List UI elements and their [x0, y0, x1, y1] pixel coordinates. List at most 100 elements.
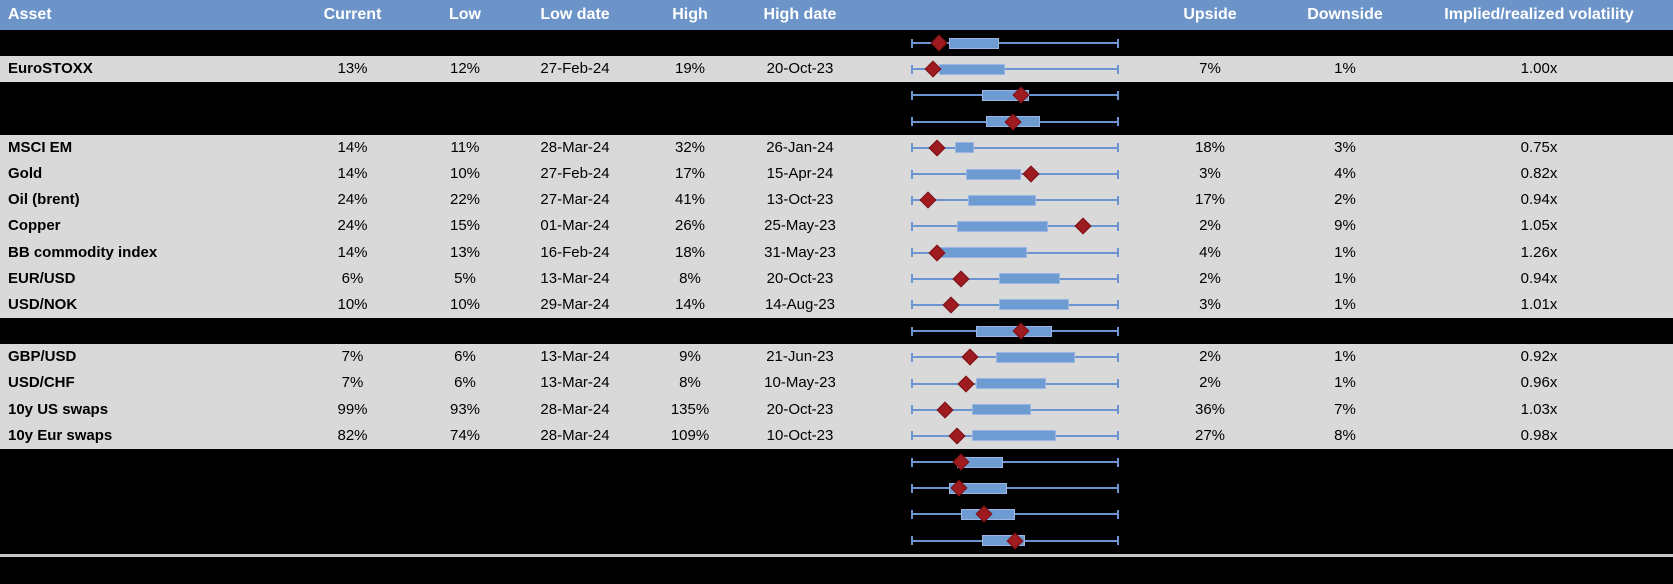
- whisker-cap-right: [1117, 536, 1119, 546]
- low-cell: [415, 528, 515, 554]
- range-chart-cell: [855, 475, 1135, 501]
- current-cell: 7%: [341, 348, 364, 366]
- hidden-row: [0, 475, 1673, 502]
- range-box: [949, 37, 999, 49]
- range-chart-cell: [855, 344, 1135, 370]
- downside-cell: [1285, 109, 1405, 135]
- upside-cell: 17%: [1194, 191, 1226, 209]
- whisker-cap-right: [1117, 431, 1119, 441]
- upside-cell: 2%: [1199, 217, 1221, 235]
- low-date-cell: [515, 475, 635, 501]
- header-implied-realized-volatility: Implied/realized volatility: [1444, 6, 1634, 23]
- current-cell: [290, 109, 415, 135]
- asset-cell: [0, 30, 290, 56]
- asset-cell: [0, 475, 290, 501]
- range-plot: [911, 56, 1119, 82]
- asset-cell: GBP/USD: [8, 348, 77, 366]
- low-cell: [415, 449, 515, 475]
- low-date-cell: [515, 82, 635, 108]
- current-cell: [290, 501, 415, 527]
- range-plot: [911, 397, 1119, 423]
- whisker-cap-left: [911, 457, 913, 467]
- range-plot: [911, 528, 1119, 554]
- downside-cell: [1285, 475, 1405, 501]
- high-cell: 14%: [674, 295, 706, 313]
- range-whisker: [912, 42, 1118, 45]
- range-chart-cell: [855, 161, 1135, 187]
- low-date-cell: [515, 449, 635, 475]
- asset-cell: [0, 109, 290, 135]
- whisker-cap-left: [911, 64, 913, 74]
- whisker-cap-left: [911, 143, 913, 153]
- range-plot: [911, 213, 1119, 239]
- asset-cell: Copper: [8, 217, 61, 235]
- implied-realized-cell: 1.05x: [1520, 217, 1558, 235]
- separator-line: [0, 553, 1673, 557]
- range-box: [998, 299, 1069, 311]
- header-current: Current: [323, 6, 382, 23]
- range-box: [996, 351, 1075, 363]
- current-marker-diamond: [1074, 217, 1092, 235]
- high-date-cell: 25-May-23: [764, 217, 836, 235]
- asset-cell: MSCI EM: [8, 138, 73, 156]
- whisker-cap-right: [1117, 352, 1119, 362]
- low-date-cell: 13-Mar-24: [540, 348, 610, 366]
- hidden-row: [0, 501, 1673, 528]
- upside-cell: [1135, 449, 1285, 475]
- high-cell: 8%: [679, 374, 701, 392]
- high-cell: [635, 30, 745, 56]
- upside-cell: 2%: [1199, 374, 1221, 392]
- range-box: [955, 142, 974, 154]
- high-date-cell: 14-Aug-23: [764, 295, 836, 313]
- whisker-cap-left: [911, 274, 913, 284]
- high-cell: [635, 109, 745, 135]
- low-cell: 10%: [449, 295, 481, 313]
- table-row: USD/CHF 7% 6% 13-Mar-24 8% 10-May-23 2% 1% 0.96x: [0, 370, 1673, 397]
- table-row: GBP/USD 7% 6% 13-Mar-24 9% 21-Jun-23 2% 1% 0.92x: [0, 344, 1673, 371]
- whisker-cap-left: [911, 248, 913, 258]
- range-plot: [911, 266, 1119, 292]
- header-low-date: Low date: [540, 6, 610, 23]
- whisker-cap-left: [911, 195, 913, 205]
- whisker-cap-right: [1117, 326, 1119, 336]
- low-cell: [415, 30, 515, 56]
- whisker-cap-left: [911, 300, 913, 310]
- range-chart-cell: [855, 56, 1135, 82]
- upside-cell: [1135, 30, 1285, 56]
- downside-cell: 7%: [1334, 400, 1356, 418]
- low-date-cell: 13-Mar-24: [540, 269, 610, 287]
- asset-cell: [0, 318, 290, 344]
- implied-realized-cell: [1405, 449, 1673, 475]
- implied-realized-cell: [1405, 109, 1673, 135]
- implied-realized-cell: 0.82x: [1520, 164, 1558, 182]
- range-chart-cell: [855, 266, 1135, 292]
- whisker-cap-right: [1117, 379, 1119, 389]
- high-date-cell: [745, 449, 855, 475]
- low-date-cell: [515, 318, 635, 344]
- implied-realized-cell: [1405, 501, 1673, 527]
- range-whisker: [912, 68, 1118, 71]
- header-high-date: High date: [763, 6, 837, 23]
- header-low: Low: [449, 6, 481, 23]
- whisker-cap-left: [911, 352, 913, 362]
- upside-cell: [1135, 109, 1285, 135]
- hidden-row: [0, 108, 1673, 135]
- header-range-chart: [855, 0, 1135, 30]
- high-cell: 17%: [674, 164, 706, 182]
- low-cell: 6%: [454, 348, 476, 366]
- current-cell: 13%: [337, 60, 368, 78]
- range-plot: [911, 82, 1119, 108]
- asset-cell: Oil (brent): [8, 191, 80, 209]
- whisker-cap-right: [1117, 143, 1119, 153]
- range-plot: [911, 30, 1119, 56]
- implied-realized-cell: [1405, 318, 1673, 344]
- range-plot: [911, 370, 1119, 396]
- current-cell: 24%: [337, 191, 368, 209]
- implied-realized-cell: 0.94x: [1520, 191, 1558, 209]
- range-whisker: [912, 487, 1118, 490]
- downside-cell: 9%: [1334, 217, 1356, 235]
- upside-cell: 3%: [1199, 164, 1221, 182]
- high-cell: 109%: [670, 426, 710, 444]
- range-plot: [911, 344, 1119, 370]
- table-row: Copper 24% 15% 01-Mar-24 26% 25-May-23 2% 9% 1.0…: [0, 213, 1673, 240]
